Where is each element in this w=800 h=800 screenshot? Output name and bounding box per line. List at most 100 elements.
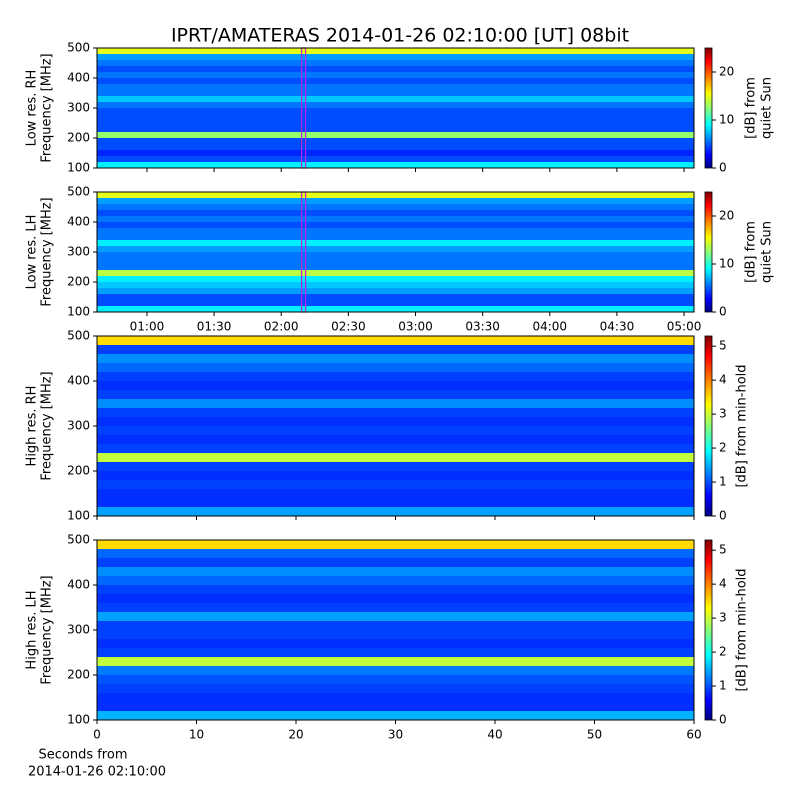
heatmap-cell <box>97 462 694 471</box>
heatmap-cell <box>97 336 694 345</box>
y-tick-label: 500 <box>67 533 90 547</box>
x-tick-label: 40 <box>487 728 502 742</box>
chart-title: IPRT/AMATERAS 2014-01-26 02:10:00 [UT] 0… <box>171 25 629 47</box>
heatmap-cell <box>97 132 694 138</box>
heatmap-cell <box>97 363 694 372</box>
y-axis-label: Frequency [MHz] <box>40 53 55 162</box>
heatmap-cell <box>97 621 694 630</box>
x-tick-label: 30 <box>388 728 403 742</box>
x-tick-label: 0 <box>93 728 101 742</box>
y-tick-label: 400 <box>67 215 90 229</box>
heatmap-cell <box>97 489 694 498</box>
colorbar-tick-label: 0 <box>719 305 727 319</box>
heatmap-cell <box>97 576 694 585</box>
heatmap-cell <box>97 399 694 408</box>
x-tick-label: 03:30 <box>465 320 500 334</box>
y-axis-label: Frequency [MHz] <box>40 197 55 306</box>
x-tick-label: 01:30 <box>197 320 232 334</box>
heatmap-cell <box>97 270 694 276</box>
y-tick-label: 300 <box>67 623 90 637</box>
heatmap-cell <box>97 540 694 549</box>
y-tick-label: 300 <box>67 245 90 259</box>
heatmap-cell <box>97 192 694 198</box>
y-tick-label: 100 <box>67 713 90 727</box>
heatmap-cell <box>97 558 694 567</box>
heatmap-cell <box>97 684 694 693</box>
heatmap-cell <box>97 498 694 507</box>
colorbar <box>704 335 713 517</box>
y-tick-label: 100 <box>67 161 90 175</box>
colorbar-tick-label: 4 <box>719 577 727 591</box>
x-axis-label: Seconds from <box>38 748 127 763</box>
heatmap-cell <box>97 90 694 96</box>
x-tick-label: 01:00 <box>130 320 165 334</box>
colorbar-tick-label: 3 <box>719 611 727 625</box>
colorbar-tick-label: 20 <box>719 65 734 79</box>
x-tick-label: 60 <box>686 728 701 742</box>
heatmap-cell <box>97 48 694 54</box>
colorbar-tick-label: 0 <box>719 509 727 523</box>
y-axis-label: Frequency [MHz] <box>40 371 55 480</box>
colorbar-label: quiet Sun <box>760 221 775 283</box>
heatmap-cell <box>97 657 694 666</box>
y-tick-label: 400 <box>67 374 90 388</box>
x-tick-label: 04:00 <box>532 320 567 334</box>
colorbar <box>704 47 713 169</box>
colorbar-tick-label: 5 <box>719 339 727 353</box>
heatmap-cell <box>97 108 694 114</box>
heatmap-cell <box>97 60 694 66</box>
heatmap-cell <box>97 711 694 720</box>
heatmap-cell <box>97 276 694 282</box>
colorbar <box>704 191 713 313</box>
x-tick-label: 05:00 <box>667 320 702 334</box>
heatmap-cell <box>97 204 694 210</box>
heatmap-cell <box>97 282 694 288</box>
x-tick-label: 03:00 <box>398 320 433 334</box>
heatmap-cell <box>97 210 694 216</box>
colorbar-tick-label: 4 <box>719 373 727 387</box>
y-axis-label: Low res. RH <box>25 70 40 147</box>
heatmap-cell <box>97 162 694 168</box>
heatmap-cell <box>97 345 694 354</box>
heatmap-cell <box>97 234 694 240</box>
x-axis-label: 2014-01-26 02:10:00 <box>28 765 166 780</box>
heatmap-cell <box>97 471 694 480</box>
heatmap-cell <box>97 228 694 234</box>
heatmap-cell <box>97 603 694 612</box>
heatmap-cell <box>97 507 694 516</box>
heatmap-cell <box>97 594 694 603</box>
heatmap-cell <box>97 102 694 108</box>
heatmap-cell <box>97 372 694 381</box>
heatmap-cell <box>97 66 694 72</box>
heatmap-cell <box>97 96 694 102</box>
heatmap-cell <box>97 198 694 204</box>
colorbar-tick-label: 1 <box>719 475 727 489</box>
x-tick-label: 02:30 <box>331 320 366 334</box>
heatmap-cell <box>97 150 694 156</box>
colorbar-tick-label: 1 <box>719 679 727 693</box>
heatmap-cell <box>97 444 694 453</box>
heatmap-cell <box>97 246 694 252</box>
heatmap-cell <box>97 120 694 126</box>
heatmap-cell <box>97 126 694 132</box>
colorbar-tick-label: 2 <box>719 441 727 455</box>
heatmap-cell <box>97 435 694 444</box>
y-tick-label: 400 <box>67 71 90 85</box>
heatmap-cell <box>97 675 694 684</box>
heatmap-cell <box>97 258 694 264</box>
heatmap-cell <box>97 567 694 576</box>
y-tick-label: 200 <box>67 464 90 478</box>
colorbar-tick-label: 2 <box>719 645 727 659</box>
heatmap-cell <box>97 426 694 435</box>
colorbar-label: [dB] from <box>744 221 759 283</box>
colorbar-tick-label: 0 <box>719 161 727 175</box>
colorbar-label: [dB] from min-hold <box>735 364 750 487</box>
heatmap-cell <box>97 78 694 84</box>
heatmap-cell <box>97 72 694 78</box>
colorbar-label: quiet Sun <box>760 77 775 139</box>
colorbar-tick-label: 10 <box>719 257 734 271</box>
heatmap-cell <box>97 630 694 639</box>
y-tick-label: 200 <box>67 668 90 682</box>
heatmap-cell <box>97 390 694 399</box>
